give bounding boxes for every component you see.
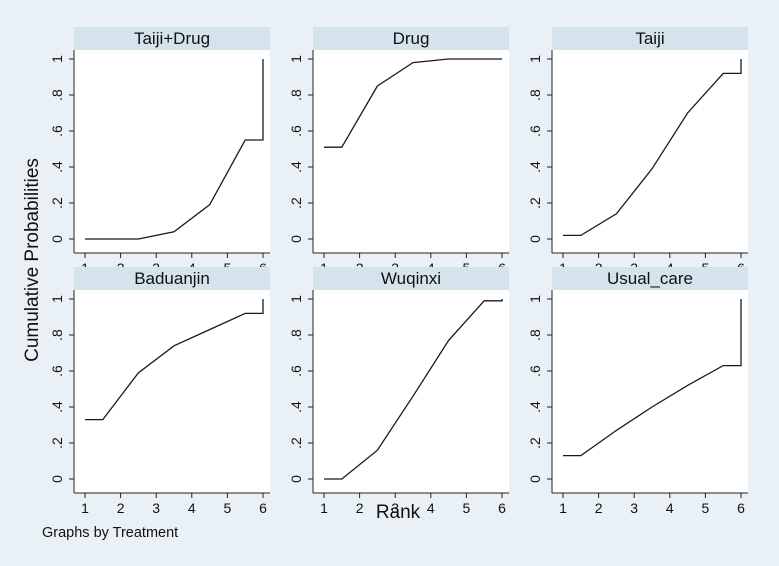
y-tick-label: 1 [527,55,543,63]
panel-title: Taiji+Drug [134,29,210,48]
y-axis-title: Cumulative Probabilities [22,158,43,362]
y-tick-label: .6 [527,365,543,377]
x-tick-label: 6 [498,500,506,516]
graphs-by-note: Graphs by Treatment [42,525,178,541]
x-tick-label: 6 [259,500,267,516]
y-tick-label: .2 [527,197,543,209]
y-tick-label: .8 [527,89,543,101]
y-tick-label: .6 [288,125,304,137]
series-line [324,58,502,148]
y-tick-label: 0 [527,235,543,243]
series-line [85,59,264,240]
plot-area [552,290,748,493]
y-tick-label: 1 [288,295,304,303]
panel-title-strip [74,267,270,290]
panel-title-strip [313,27,509,50]
series-line [563,299,742,457]
panel-title: Wuqinxi [381,269,441,288]
y-tick-label: 0 [49,475,65,483]
panel-title-strip [313,267,509,290]
y-tick-label: .4 [527,161,543,173]
y-tick-label: .2 [527,437,543,449]
x-tick-label: 2 [595,500,603,516]
series-line [85,299,264,421]
panel-title-strip [74,27,270,50]
y-tick-label: .4 [527,401,543,413]
x-axis-title: Rank [376,502,421,523]
plot-area [552,50,748,253]
panel-baduanjin: Baduanjin 0 .2 .4 .6 .8 1 1 2 3 4 5 6 [49,267,270,516]
y-tick-label: .6 [288,365,304,377]
x-tick-label: 5 [463,500,471,516]
plot-area [313,50,509,253]
x-tick-label: 6 [737,500,745,516]
y-tick-label: .4 [288,161,304,173]
y-tick-label: .2 [49,197,65,209]
y-tick-label: .4 [49,161,65,173]
y-tick-label: 0 [288,235,304,243]
y-tick-label: 1 [527,295,543,303]
x-tick-label: 3 [152,500,160,516]
y-tick-label: .6 [527,125,543,137]
y-tick-label: .2 [49,437,65,449]
panel-title: Baduanjin [134,269,210,288]
y-tick-label: 1 [49,295,65,303]
panel-title: Usual_care [607,269,693,288]
y-tick-label: .4 [288,401,304,413]
panel-title: Drug [393,29,430,48]
y-tick-label: 1 [49,55,65,63]
x-tick-label: 3 [391,500,399,516]
y-tick-label: 1 [288,55,304,63]
panel-title-strip [552,27,748,50]
y-tick-label: .6 [49,365,65,377]
y-tick-label: .8 [288,89,304,101]
x-tick-label: 1 [559,500,567,516]
panel-title: Taiji [635,29,664,48]
x-tick-label: 4 [188,500,196,516]
y-tick-label: .8 [288,329,304,341]
y-tick-label: .8 [49,89,65,101]
x-tick-label: 4 [666,500,674,516]
x-tick-label: 5 [702,500,710,516]
y-tick-label: 0 [527,475,543,483]
panel-wuqinxi: Wuqinxi 0 .2 .4 .6 .8 1 1 2 3 4 5 6 [288,267,509,516]
plot-area [74,290,270,493]
y-tick-label: .2 [288,197,304,209]
y-tick-label: 0 [288,475,304,483]
y-tick-label: 0 [49,235,65,243]
series-line [324,299,503,480]
x-tick-label: 3 [630,500,638,516]
y-tick-label: .8 [527,329,543,341]
y-tick-label: .2 [288,437,304,449]
panel-title-strip [552,267,748,290]
series-line [563,59,742,237]
x-tick-label: 1 [81,500,89,516]
plot-area [313,290,509,493]
y-tick-label: .4 [49,401,65,413]
x-tick-label: 5 [224,500,232,516]
plot-area [74,50,270,253]
x-tick-label: 2 [356,500,364,516]
x-tick-label: 1 [320,500,328,516]
x-tick-label: 2 [117,500,125,516]
panel-usual-care: Usual_care 0 .2 .4 .6 .8 1 1 2 3 4 5 6 [527,267,748,516]
y-tick-label: .8 [49,329,65,341]
y-tick-label: .6 [49,125,65,137]
x-tick-label: 4 [427,500,435,516]
panels-group: Taiji+Drug 0 .2 .4 .6 .8 1 1 2 3 4 5 6 Drug 0 .2 .4 .6 .8 1… [49,27,748,516]
